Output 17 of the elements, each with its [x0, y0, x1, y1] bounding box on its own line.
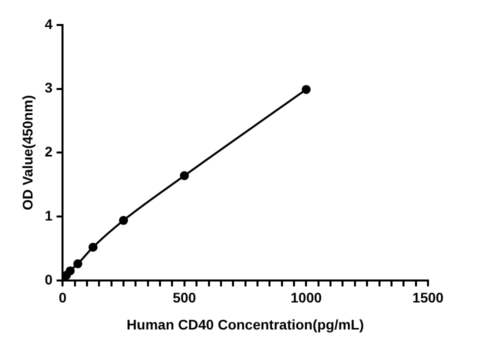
point [302, 84, 311, 94]
point [118, 216, 128, 225]
x-tick-label: 500 [172, 290, 196, 306]
x-axis-title: Human CD40 Concentration(pg/mL) [126, 316, 364, 332]
point [73, 259, 82, 268]
point [66, 266, 75, 276]
y-tick-label: 2 [44, 144, 53, 160]
y-axis-title: OD Value(450nm) [19, 95, 36, 210]
y-tick-label: 3 [44, 80, 53, 96]
y-tick-label: 1 [44, 207, 53, 224]
y-tick-label: 0 [44, 271, 53, 288]
x-tick-label: 1500 [412, 290, 444, 306]
y-tick-label: 4 [44, 16, 53, 32]
point [88, 242, 98, 252]
x-tick-label: 1000 [290, 290, 322, 306]
point [180, 171, 189, 180]
x-tick-label: 0 [58, 290, 67, 306]
